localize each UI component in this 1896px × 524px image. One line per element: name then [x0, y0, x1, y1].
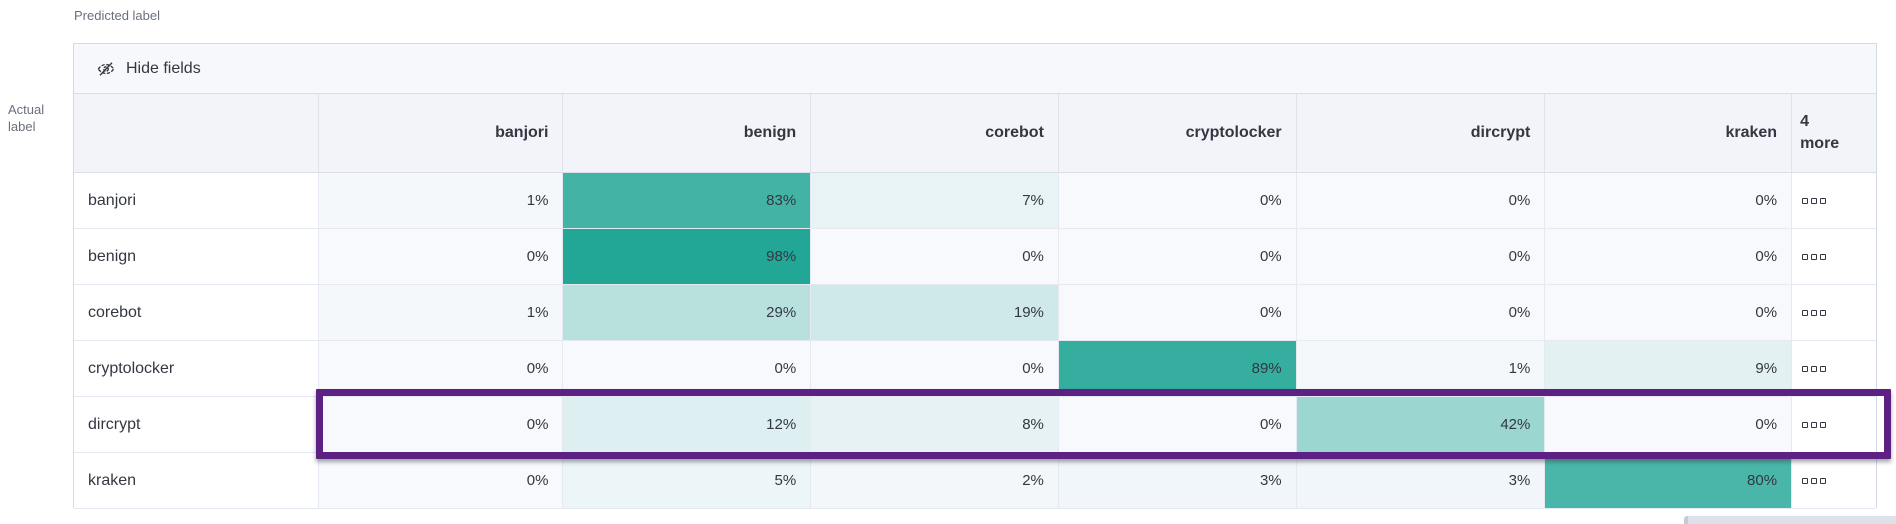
cell-dircrypt-kraken: 0%	[1545, 397, 1793, 453]
square-dot	[1811, 197, 1818, 204]
cell-dircrypt-benign: 12%	[563, 397, 812, 453]
column-header-benign: benign	[563, 94, 812, 172]
cell-cryptolocker-kraken: 9%	[1545, 341, 1793, 397]
matrix-row-kraken: kraken 0% 5% 2% 3% 3% 80%	[74, 453, 1876, 509]
square-dot	[1820, 365, 1827, 372]
cell-cryptolocker-dircrypt: 1%	[1296, 341, 1546, 397]
square-dot	[1820, 421, 1827, 428]
square-dot	[1802, 421, 1809, 428]
column-header-cryptolocker: cryptolocker	[1059, 94, 1297, 172]
cell-benign-benign: 98%	[563, 229, 812, 285]
row-label-corebot: corebot	[74, 285, 319, 341]
column-header-more[interactable]: 4 more	[1800, 113, 1840, 152]
cell-corebot-dircrypt: 0%	[1296, 285, 1546, 341]
cell-kraken-banjori: 0%	[318, 453, 564, 509]
three-squares-ellipsis-icon[interactable]	[1792, 397, 1876, 453]
column-header-corebot: corebot	[811, 94, 1059, 172]
matrix-row-cryptolocker: cryptolocker 0% 0% 0% 89% 1% 9%	[74, 341, 1876, 397]
cell-banjori-corebot: 7%	[811, 173, 1059, 229]
cell-banjori-kraken: 0%	[1545, 173, 1793, 229]
square-dot	[1820, 477, 1827, 484]
matrix-row-corebot: corebot 1% 29% 19% 0% 0% 0%	[74, 285, 1876, 341]
cell-dircrypt-banjori: 0%	[318, 397, 564, 453]
cell-cryptolocker-corebot: 0%	[811, 341, 1059, 397]
horizontal-scrollbar-thumb[interactable]	[1684, 516, 1896, 524]
hide-fields-label: Hide fields	[126, 59, 201, 77]
square-dot	[1811, 309, 1818, 316]
cell-benign-banjori: 0%	[318, 229, 564, 285]
confusion-matrix-grid: Hide fields banjori benign corebot cryptolo…	[73, 43, 1877, 509]
matrix-row-dircrypt: dircrypt 0% 12% 8% 0% 42% 0%	[74, 397, 1876, 453]
three-squares-ellipsis-icon[interactable]	[1792, 229, 1876, 285]
cell-benign-corebot: 0%	[811, 229, 1059, 285]
cell-corebot-kraken: 0%	[1545, 285, 1793, 341]
square-dot	[1820, 309, 1827, 316]
cell-benign-cryptolocker: 0%	[1058, 229, 1297, 285]
row-label-dircrypt: dircrypt	[74, 397, 319, 453]
cell-kraken-dircrypt: 3%	[1296, 453, 1546, 509]
cell-corebot-cryptolocker: 0%	[1058, 285, 1297, 341]
three-squares-ellipsis-icon[interactable]	[1792, 341, 1876, 397]
cell-banjori-dircrypt: 0%	[1296, 173, 1546, 229]
predicted-label: Predicted label	[74, 8, 160, 23]
square-dot	[1811, 253, 1818, 260]
square-dot	[1802, 365, 1809, 372]
cell-kraken-benign: 5%	[563, 453, 812, 509]
cell-dircrypt-dircrypt: 42%	[1296, 397, 1546, 453]
header-corner-cell	[74, 94, 319, 172]
matrix-rows: banjori 1% 83% 7% 0% 0% 0% benign 0% 98% 0% 0% 0% 0% c…	[74, 173, 1876, 509]
square-dot	[1820, 253, 1827, 260]
matrix-row-banjori: banjori 1% 83% 7% 0% 0% 0%	[74, 173, 1876, 229]
cell-kraken-kraken: 80%	[1545, 453, 1793, 509]
square-dot	[1811, 421, 1818, 428]
three-squares-ellipsis-icon[interactable]	[1792, 285, 1876, 341]
hide-fields-button[interactable]: Hide fields	[96, 59, 201, 79]
row-label-kraken: kraken	[74, 453, 319, 509]
cell-benign-kraken: 0%	[1545, 229, 1793, 285]
cell-banjori-benign: 83%	[563, 173, 812, 229]
cell-kraken-corebot: 2%	[811, 453, 1059, 509]
cell-corebot-banjori: 1%	[318, 285, 564, 341]
square-dot	[1811, 477, 1818, 484]
row-label-cryptolocker: cryptolocker	[74, 341, 319, 397]
eye-slash-icon	[96, 59, 116, 79]
three-squares-ellipsis-icon[interactable]	[1792, 173, 1876, 229]
row-label-benign: benign	[74, 229, 319, 285]
cell-corebot-benign: 29%	[563, 285, 812, 341]
cell-kraken-cryptolocker: 3%	[1058, 453, 1297, 509]
header-row: banjori benign corebot cryptolocker dircrypt…	[74, 94, 1876, 173]
cell-cryptolocker-benign: 0%	[563, 341, 812, 397]
cell-corebot-corebot: 19%	[811, 285, 1059, 341]
square-dot	[1802, 253, 1809, 260]
cell-cryptolocker-banjori: 0%	[318, 341, 564, 397]
three-squares-ellipsis-icon[interactable]	[1792, 453, 1876, 509]
cell-benign-dircrypt: 0%	[1296, 229, 1546, 285]
square-dot	[1802, 309, 1809, 316]
grid-toolbar: Hide fields	[74, 44, 1876, 94]
actual-label: Actual label	[8, 102, 45, 134]
square-dot	[1802, 197, 1809, 204]
row-label-banjori: banjori	[74, 173, 319, 229]
column-header-banjori: banjori	[319, 94, 564, 172]
matrix-row-benign: benign 0% 98% 0% 0% 0% 0%	[74, 229, 1876, 285]
cell-banjori-cryptolocker: 0%	[1058, 173, 1297, 229]
cell-dircrypt-cryptolocker: 0%	[1058, 397, 1297, 453]
column-header-kraken: kraken	[1545, 94, 1793, 172]
square-dot	[1802, 477, 1809, 484]
column-header-dircrypt: dircrypt	[1297, 94, 1546, 172]
cell-banjori-banjori: 1%	[318, 173, 564, 229]
cell-cryptolocker-cryptolocker: 89%	[1058, 341, 1297, 397]
square-dot	[1811, 365, 1818, 372]
cell-dircrypt-corebot: 8%	[811, 397, 1059, 453]
square-dot	[1820, 197, 1827, 204]
